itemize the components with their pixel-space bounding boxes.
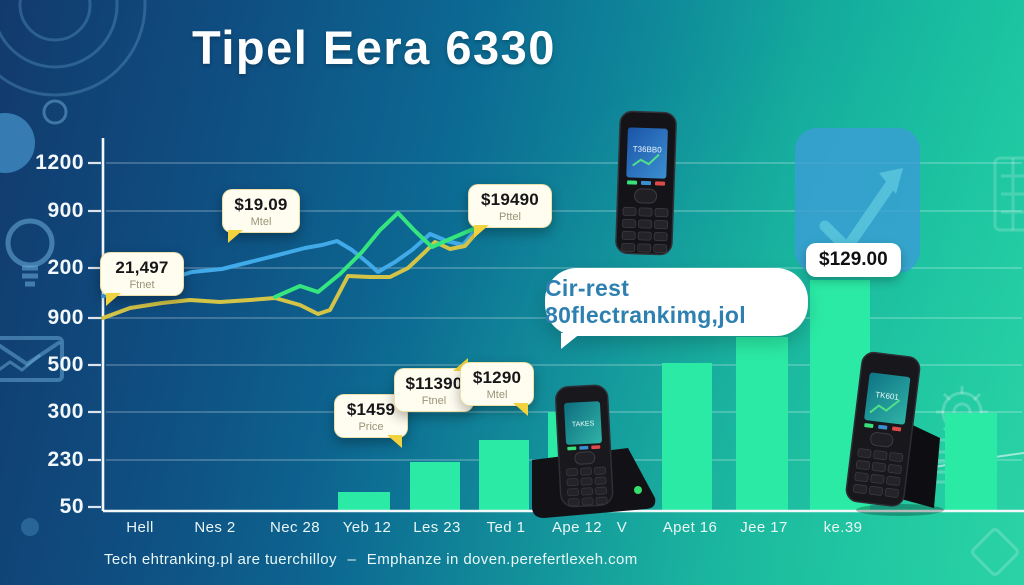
- y-axis-label: 230: [47, 448, 84, 471]
- arc-decoration: [0, 0, 147, 97]
- x-axis-label: Apet 16: [662, 519, 718, 536]
- x-axis-label: Nec 28: [270, 519, 320, 536]
- line-series-green: [273, 211, 480, 299]
- price-callout: $19490 Pttel: [468, 184, 552, 238]
- x-axis-label: Nes 2: [194, 519, 236, 536]
- y-axis-label: 200: [47, 256, 84, 279]
- callout-tail: [453, 358, 468, 371]
- page-title: Tipel Eera 6330: [192, 21, 556, 74]
- footer-right: Emphanze in doven.perefertlexeh.com: [366, 551, 638, 568]
- y-axis-label: 900: [47, 199, 84, 222]
- desk-phone-image: TAKES: [532, 384, 656, 518]
- bar: [479, 440, 529, 511]
- bar: [736, 337, 788, 511]
- x-axis-label: V: [616, 519, 628, 536]
- callout-value: $11390: [405, 374, 463, 393]
- bar: [810, 280, 870, 511]
- callout-label: Ftnel: [421, 395, 447, 407]
- gear-icon: [936, 386, 988, 438]
- x-axis-label: Yeb 12: [342, 519, 392, 536]
- price-tag: $129.00: [806, 243, 901, 277]
- x-axis-label: ke.39: [823, 519, 863, 536]
- footer-caption: Tech ehtranking.pl are tuerchilloy – Emp…: [104, 551, 644, 568]
- callout-label: Mtel: [250, 216, 272, 228]
- price-callout: $11390 Ftnel: [394, 358, 474, 412]
- price-callout: $19.09 Mtel: [222, 189, 300, 243]
- x-axis-label: Hell: [126, 519, 154, 536]
- envelope-chart-icon: [0, 336, 64, 382]
- circle-decoration: [42, 99, 68, 125]
- phone-led-indicator: [634, 486, 642, 494]
- y-axis-label: 50: [59, 495, 84, 518]
- speech-bubble-text: Cir-rest 80flectrankimg,jol: [545, 275, 746, 328]
- calculator-icon: [923, 438, 989, 484]
- bar: [410, 462, 460, 511]
- x-axis-label: Jee 17: [740, 519, 788, 536]
- arc-decoration: [18, 0, 92, 42]
- footer-left: Tech ehtranking.pl are tuerchilloy: [104, 551, 337, 568]
- speech-bubble: Cir-rest 80flectrankimg,jol: [545, 268, 808, 349]
- callout-value: $19490: [481, 190, 539, 209]
- trend-curve-decoration: [827, 452, 1024, 491]
- callout-value: $1459: [346, 400, 396, 419]
- line-series-blue: [101, 226, 479, 298]
- candybar-phone-image: T36BB0: [615, 110, 677, 256]
- callout-label: Price: [358, 421, 384, 433]
- arc-decoration: [0, 0, 119, 69]
- price-callout: $1290 Mtel: [460, 362, 534, 416]
- bar: [548, 412, 602, 511]
- y-axis-label: 900: [47, 306, 84, 329]
- lightbulb-icon: [5, 218, 55, 287]
- callout-tail: [228, 230, 243, 243]
- callout-tail: [106, 293, 121, 306]
- phone-screen-text: T36BB0: [633, 145, 663, 155]
- blob-decoration: [0, 113, 35, 173]
- price-callout: $1459 Price: [334, 394, 408, 448]
- callout-value: $1290: [472, 368, 522, 387]
- callout-tail: [474, 225, 489, 238]
- bar: [338, 492, 390, 511]
- callout-value: 21,497: [115, 258, 169, 277]
- y-axis-label: 300: [47, 400, 84, 423]
- price-callout: 21,497 Ftnet: [100, 252, 184, 306]
- callout-value: $19.09: [234, 195, 288, 214]
- callout-label: Pttel: [498, 211, 521, 223]
- dot-decoration: [21, 518, 39, 536]
- bar: [662, 363, 712, 511]
- x-axis-label: Ted 1: [486, 519, 526, 536]
- speech-bubble-tail: [561, 333, 581, 349]
- y-axis-label: 1200: [35, 151, 84, 174]
- callout-tail: [387, 435, 402, 448]
- leaning-phone-image: TK601: [845, 351, 944, 516]
- phone-screen-text: TAKES: [572, 420, 595, 428]
- callout-label: Mtel: [486, 389, 508, 401]
- x-axis-label: Ape 12: [552, 519, 602, 536]
- phone-screen-text: TK601: [875, 390, 900, 402]
- line-series-yellow: [101, 229, 480, 320]
- callout-label: Ftnet: [129, 279, 155, 291]
- callout-tail: [513, 403, 528, 416]
- x-axis-label: Les 23: [413, 519, 461, 536]
- y-axis-label: 500: [47, 353, 84, 376]
- bar: [945, 413, 997, 511]
- footer-separator: –: [347, 551, 357, 568]
- grid-icon: [993, 156, 1024, 232]
- diamond-decoration: [971, 528, 1019, 576]
